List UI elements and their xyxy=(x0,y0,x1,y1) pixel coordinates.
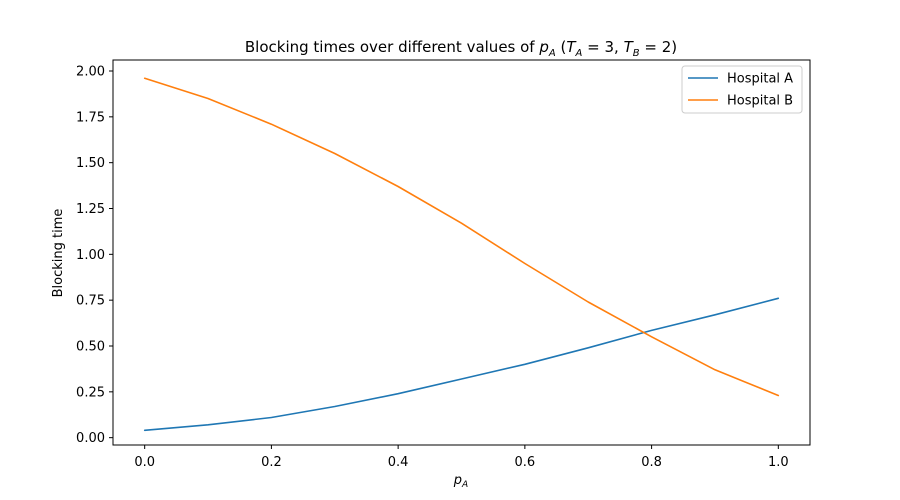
y-tick-label: 0.50 xyxy=(76,340,105,355)
plot-area xyxy=(112,59,811,446)
chart-title: Blocking times over different values of … xyxy=(245,38,677,59)
y-tick-label: 0.75 xyxy=(76,294,105,309)
y-tick-label: 1.50 xyxy=(76,156,105,171)
series-layer xyxy=(143,77,780,432)
x-tick-label: 0.4 xyxy=(388,455,409,470)
legend: Hospital A Hospital B xyxy=(681,65,803,114)
x-tick-label: 1.0 xyxy=(768,455,789,470)
y-axis-label: Blocking time xyxy=(51,209,66,298)
y-tick-label: 0.00 xyxy=(76,431,105,446)
plot-frame xyxy=(112,59,811,446)
y-tick-label: 0.25 xyxy=(76,385,105,400)
y-axis: 0.00 0.25 0.50 0.75 1.00 1.25 1.50 1.75 2.00 xyxy=(76,65,113,446)
x-tick-label: 0.8 xyxy=(641,455,662,470)
legend-label-hospital-a: Hospital A xyxy=(727,72,793,87)
x-axis-label: pA xyxy=(453,473,468,490)
y-tick-label: 2.00 xyxy=(76,65,105,80)
y-tick-label: 1.75 xyxy=(76,110,105,125)
x-tick-label: 0.6 xyxy=(515,455,536,470)
legend-label-hospital-b: Hospital B xyxy=(727,94,793,109)
y-tick-label: 1.25 xyxy=(76,202,105,217)
x-tick-label: 0.2 xyxy=(261,455,282,470)
series-line-hospital-b xyxy=(143,77,780,397)
series-line-hospital-a xyxy=(143,297,780,432)
y-tick-label: 1.00 xyxy=(76,248,105,263)
x-tick-label: 0.0 xyxy=(134,455,155,470)
x-axis: 0.0 0.2 0.4 0.6 0.8 1.0 xyxy=(134,445,789,470)
